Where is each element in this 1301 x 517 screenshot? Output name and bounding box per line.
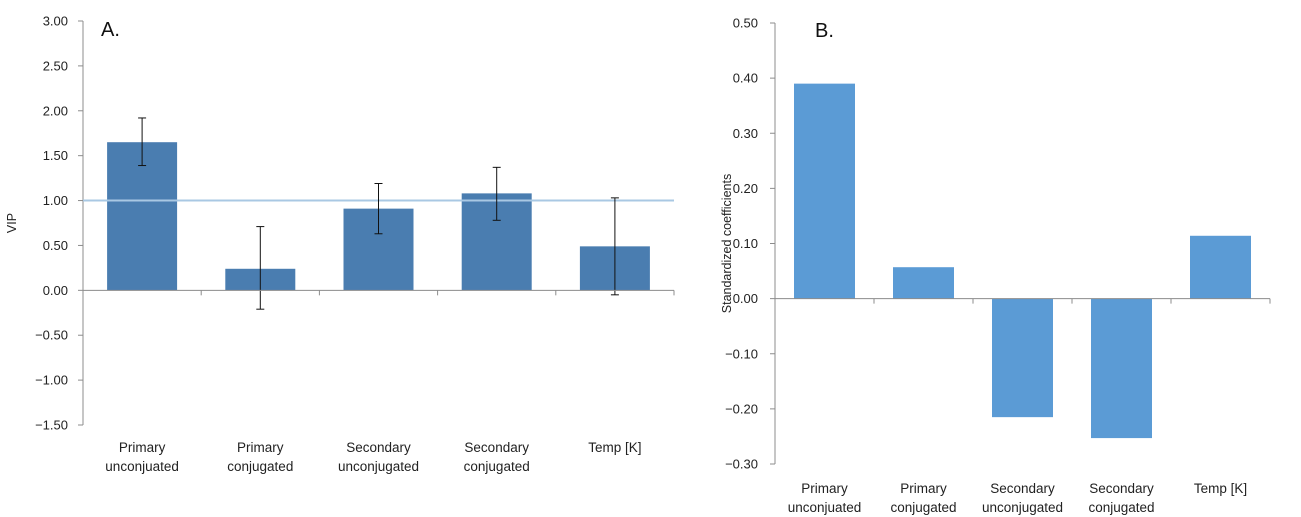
category-label-1: Primary unconjuated — [788, 481, 862, 515]
y-tick-label: 0.30 — [733, 126, 758, 141]
y-tick-label: 0.50 — [733, 16, 758, 31]
y-tick-label: 1.00 — [43, 193, 68, 208]
y-tick-label: −1.50 — [35, 418, 68, 433]
category-label-4: Secondary conjugated — [1088, 481, 1154, 515]
y-tick-label: 0.00 — [733, 291, 758, 306]
bar-1 — [107, 142, 178, 291]
y-axis-title: Standardized coefficients — [720, 174, 734, 313]
y-tick-label: 2.50 — [43, 58, 68, 73]
y-tick-label: 1.50 — [43, 148, 68, 163]
y-tick-label: 0.20 — [733, 181, 758, 196]
y-tick-label: 0.40 — [733, 71, 758, 86]
bar-1 — [794, 83, 855, 299]
y-tick-label: −0.10 — [725, 346, 758, 361]
y-tick-label: −0.30 — [725, 457, 758, 472]
y-tick-label: 0.50 — [43, 238, 68, 253]
y-tick-label: −1.00 — [35, 373, 68, 388]
bar-5 — [1190, 235, 1251, 299]
category-label-4: Secondary conjugated — [464, 440, 530, 474]
bar-2 — [893, 267, 954, 299]
panel-label: B. — [815, 20, 834, 42]
chart-panel-1: 3.00 2.50 2.00 1.50 1.00 0.50 0.00 −0.50 −1.00 −1… — [5, 14, 675, 474]
y-tick-label: 0.00 — [43, 283, 68, 298]
bar-3 — [992, 298, 1053, 418]
category-label-2: Primary conjugated — [890, 481, 956, 515]
category-label-3: Secondary unconjugated — [338, 440, 419, 474]
panel-label: A. — [101, 19, 120, 41]
category-label-2: Primary conjugated — [227, 440, 293, 474]
y-tick-label: 0.10 — [733, 236, 758, 251]
y-tick-label: 3.00 — [43, 14, 68, 29]
category-label-3: Secondary unconjugated — [982, 481, 1063, 515]
category-label-5: Temp [K] — [1194, 481, 1247, 496]
chart-panel-2: 0.50 0.40 0.30 0.20 0.10 0.00 −0.10 −0.20 −0.30 S… — [720, 16, 1271, 515]
bar-4 — [1091, 298, 1152, 439]
y-tick-label: −0.50 — [35, 328, 68, 343]
category-label-5: Temp [K] — [588, 440, 641, 455]
y-tick-label: 2.00 — [43, 103, 68, 118]
y-axis-title: VIP — [5, 213, 19, 233]
category-label-1: Primary unconjuated — [105, 440, 179, 474]
y-tick-label: −0.20 — [725, 401, 758, 416]
